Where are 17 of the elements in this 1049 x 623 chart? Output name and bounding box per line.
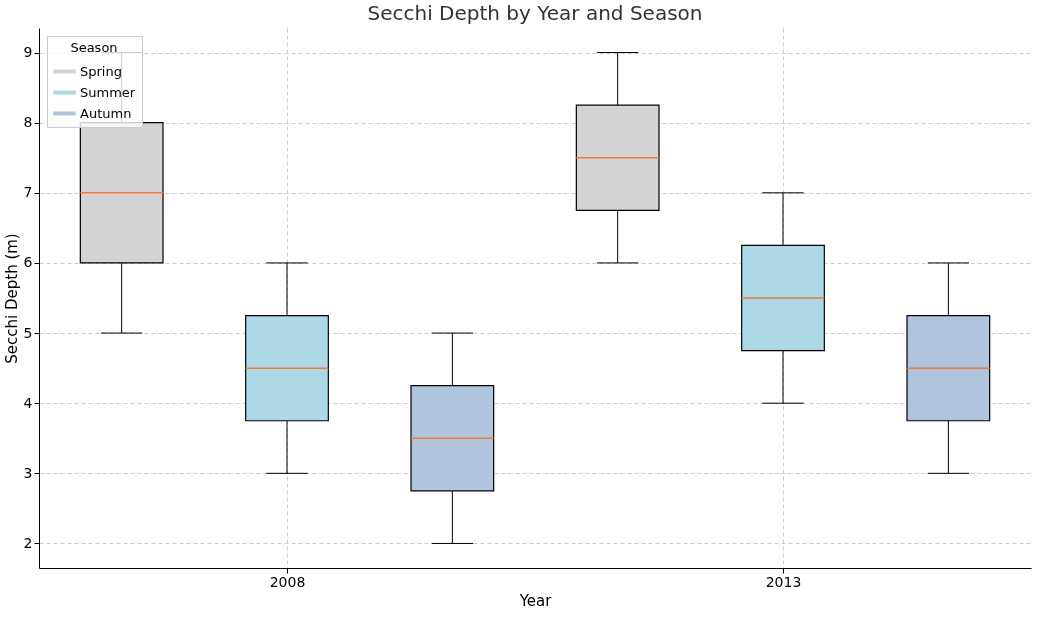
x-tick-label: 2013: [765, 573, 802, 590]
y-tick-label: 7: [23, 184, 33, 201]
y-tick-label: 5: [23, 324, 33, 341]
legend-label: Spring: [80, 63, 122, 79]
legend-title: Season: [70, 40, 118, 55]
x-axis-title: Year: [518, 591, 553, 610]
y-tick-label: 8: [23, 114, 33, 131]
y-tick-label: 2: [23, 534, 33, 551]
legend-label: Autumn: [80, 105, 132, 121]
y-tick-label: 4: [23, 394, 33, 411]
y-axis-title: Secchi Depth (m): [2, 233, 21, 364]
chart-title: Secchi Depth by Year and Season: [367, 1, 703, 25]
legend-label: Summer: [80, 84, 136, 100]
x-tick-label: 2008: [269, 573, 306, 590]
y-tick-label: 6: [23, 254, 33, 271]
y-tick-label: 3: [23, 464, 33, 481]
y-tick-label: 9: [23, 44, 33, 61]
